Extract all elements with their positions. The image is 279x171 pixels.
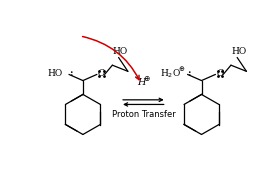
Text: O: O (217, 69, 224, 78)
Text: :: : (69, 69, 72, 78)
Text: H: H (137, 78, 145, 87)
Text: H$_2$O: H$_2$O (160, 67, 181, 80)
Text: $\oplus$: $\oplus$ (179, 64, 186, 73)
Text: Proton Transfer: Proton Transfer (112, 110, 175, 119)
Text: HO: HO (231, 47, 246, 56)
FancyArrowPatch shape (83, 36, 139, 80)
Text: HO: HO (47, 69, 63, 78)
Text: :: : (187, 69, 191, 78)
Text: HO: HO (112, 47, 128, 56)
Text: O: O (98, 69, 105, 78)
Text: $\oplus$: $\oplus$ (143, 74, 151, 83)
